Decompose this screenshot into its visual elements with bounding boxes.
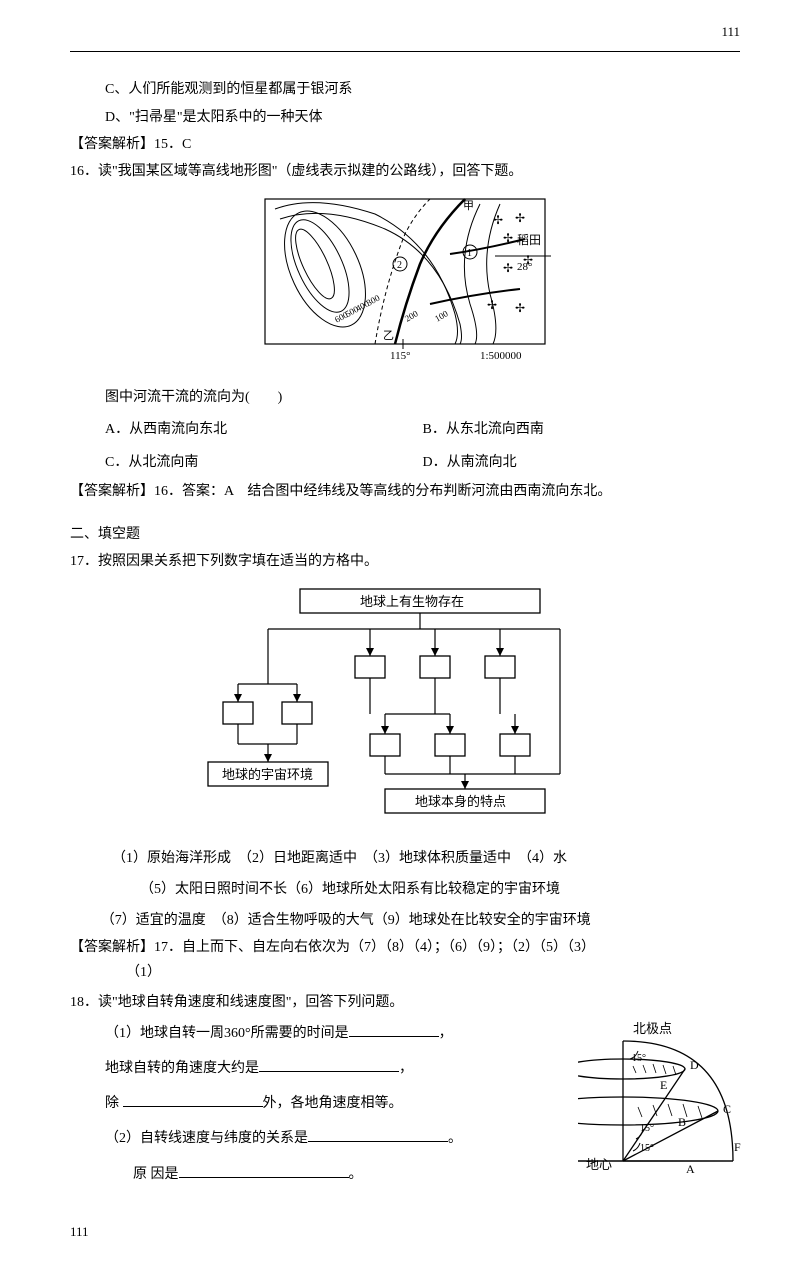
figure-q18: 北极点 地心 15° <box>570 1021 740 1190</box>
q17-options-line1: （1）原始海洋形成 （2）日地距离适中 （3）地球体积质量适中 （4）水 <box>112 846 740 871</box>
svg-text:✢: ✢ <box>487 298 497 312</box>
label-scale: 1:500000 <box>480 350 522 362</box>
label-north-pole: 北极点 <box>633 1021 672 1036</box>
pt-d: D <box>690 1058 699 1072</box>
q16-subquestion: 图中河流干流的流向为( ) <box>105 385 740 410</box>
q18-sub2-line2: 原 因是。 <box>133 1162 570 1187</box>
svg-text:✢: ✢ <box>503 261 513 275</box>
q16-option-b: B．从东北流向西南 <box>423 417 741 442</box>
flow-right-label: 地球本身的特点 <box>415 794 506 809</box>
answer-15: 【答案解析】15．C <box>70 132 740 157</box>
q18-stem: 18．读"地球自转角速度和线速度图"，回答下列问题。 <box>70 990 740 1015</box>
label-jia: 甲 <box>463 200 474 212</box>
angle-1: 15° <box>632 1053 646 1064</box>
svg-text:2: 2 <box>397 260 402 271</box>
figure-q16: 600 500 400 300 200 100 2 1 ✢✢ ✢✢ ✢✢ 甲 乙… <box>70 194 740 373</box>
label-earth-center: 地心 <box>586 1157 612 1172</box>
answer-16: 【答案解析】16．答案：A 结合图中经纬线及等高线的分布判断河流由西南流向东北。 <box>70 479 740 504</box>
section-2-title: 二、填空题 <box>70 522 740 547</box>
q17-options-line3: （7）适宜的温度 （8）适合生物呼吸的大气（9）地球处在比较安全的宇宙环境 <box>101 908 740 933</box>
svg-text:1: 1 <box>467 248 472 259</box>
q17-stem: 17．按照因果关系把下列数字填在适当的方格中。 <box>70 549 740 574</box>
label-paddy: 稻田 <box>517 233 541 247</box>
figure-q17: 地球上有生物存在 地球的宇宙环境 地球本身的特点 <box>70 584 740 833</box>
q16-option-a: A．从西南流向东北 <box>105 417 423 442</box>
q16-stem: 16．读"我国某区域等高线地形图"（虚线表示拟建的公路线），回答下题。 <box>70 159 740 184</box>
q18-sub2-line1: （2）自转线速度与纬度的关系是。 <box>105 1126 570 1151</box>
page-number-top: 111 <box>70 20 740 43</box>
q18-sub1-line1: （1）地球自转一周360°所需要的时间是， <box>105 1021 570 1046</box>
angle-3: 15° <box>640 1143 654 1154</box>
svg-text:✢: ✢ <box>493 213 503 227</box>
answer-17a: 【答案解析】17．自上而下、自左向右依次为（7）（8）（4）；（6）（9）；（2… <box>70 935 740 960</box>
label-lon: 115° <box>390 350 411 362</box>
answer-17b: （1） <box>126 960 740 985</box>
pt-c: C <box>723 1102 731 1116</box>
q15-option-c: C、人们所能观测到的恒星都属于银河系 <box>105 77 740 102</box>
page-number-bottom: 111 <box>70 1220 740 1243</box>
svg-text:✢: ✢ <box>515 211 525 225</box>
pt-a: A <box>686 1162 695 1176</box>
q16-option-c: C．从北流向南 <box>105 450 423 475</box>
label-lat: 28° <box>517 261 532 273</box>
pt-e: E <box>660 1078 667 1092</box>
pt-b: B <box>678 1115 686 1129</box>
pt-f: F <box>734 1140 741 1154</box>
q17-options-line2: （5）太阳日照时间不长（6）地球所处太阳系有比较稳定的宇宙环境 <box>140 877 740 902</box>
flow-left-label: 地球的宇宙环境 <box>222 767 313 782</box>
header-rule <box>70 51 740 52</box>
q18-sub1-line3: 除 外，各地角速度相等。 <box>105 1091 570 1116</box>
svg-text:✢: ✢ <box>515 301 525 315</box>
flow-top-label: 地球上有生物存在 <box>360 594 464 609</box>
q18-sub1-line2: 地球自转的角速度大约是， <box>105 1056 570 1081</box>
q15-option-d: D、"扫帚星"是太阳系中的一种天体 <box>105 105 740 130</box>
label-yi: 乙 <box>383 329 394 342</box>
q16-option-d: D．从南流向北 <box>423 450 741 475</box>
angle-2: 15° <box>640 1123 654 1134</box>
svg-text:✢: ✢ <box>503 231 513 245</box>
